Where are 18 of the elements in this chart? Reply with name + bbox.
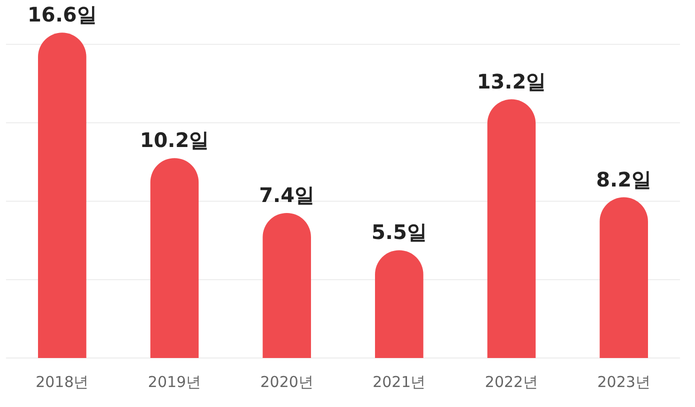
x-tick-label: 2021년 xyxy=(372,373,426,391)
bar xyxy=(38,32,86,358)
bar xyxy=(262,212,311,358)
bar xyxy=(150,158,199,358)
x-tick-label: 2018년 xyxy=(36,373,89,391)
data-label: 8.2일 xyxy=(596,167,652,192)
x-tick-label: 2019년 xyxy=(148,373,202,391)
x-tick-label: 2022년 xyxy=(484,373,538,391)
x-tick-label: 2023년 xyxy=(597,373,650,391)
data-label: 13.2일 xyxy=(476,69,546,94)
bar xyxy=(600,197,648,358)
data-label: 5.5일 xyxy=(371,220,427,244)
x-tick-label: 2020년 xyxy=(260,373,314,391)
bar xyxy=(375,250,424,358)
data-label: 7.4일 xyxy=(259,182,315,207)
data-label: 10.2일 xyxy=(140,128,210,152)
data-label: 16.6일 xyxy=(27,2,97,27)
bar xyxy=(487,99,536,358)
